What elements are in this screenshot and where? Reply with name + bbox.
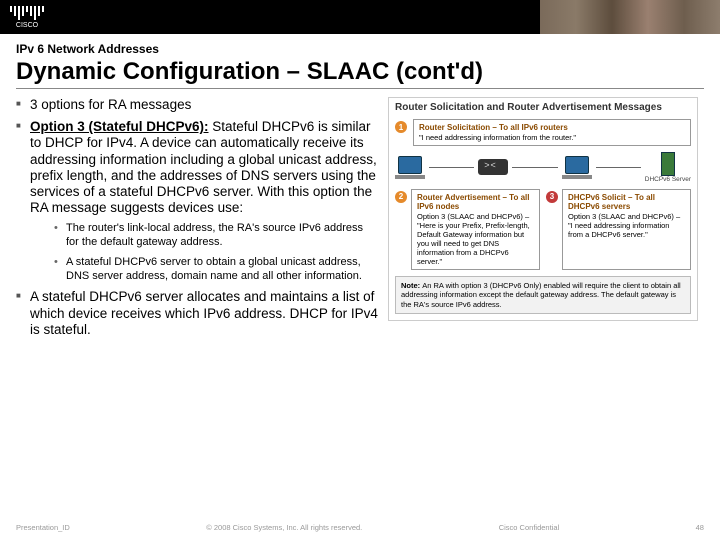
page-title: Dynamic Configuration – SLAAC (cont'd) [16, 58, 704, 86]
cisco-logo: CISCO [10, 6, 44, 29]
server-label: DHCPv6 Server [645, 176, 691, 183]
bullet-2: Option 3 (Stateful DHCPv6): Stateful DHC… [16, 119, 378, 283]
footer-confidential: Cisco Confidential [499, 523, 559, 532]
footer-center: © 2008 Cisco Systems, Inc. All rights re… [206, 523, 362, 532]
pc-icon [395, 156, 425, 179]
step-3-body: Option 3 (SLAAC and DHCPv6) – "I need ad… [568, 212, 685, 239]
diagram-title: Router Solicitation and Router Advertise… [395, 102, 691, 113]
step-3-badge: 3 [546, 191, 558, 203]
diagram-note: Note: An RA with option 3 (DHCPv6 Only) … [395, 276, 691, 314]
topology: DHCPv6 Server [395, 152, 691, 183]
sub-bullet-2: A stateful DHCPv6 server to obtain a glo… [54, 256, 378, 284]
diagram-panel: Router Solicitation and Router Advertise… [388, 97, 698, 321]
step-1-bubble: Router Solicitation – To all IPv6 router… [413, 119, 691, 146]
sub-bullet-1: The router's link-local address, the RA'… [54, 222, 378, 250]
link-line [429, 167, 474, 168]
step-1-row: 1 Router Solicitation – To all IPv6 rout… [395, 119, 691, 146]
kicker: IPv 6 Network Addresses [16, 42, 704, 56]
left-column: 3 options for RA messages Option 3 (Stat… [16, 97, 378, 344]
title-bar: IPv 6 Network Addresses Dynamic Configur… [16, 42, 704, 89]
step-2-badge: 2 [395, 191, 407, 203]
step-1-body: "I need addressing information from the … [419, 133, 685, 142]
footer-page: 48 [696, 523, 704, 532]
bullet-2-title: Option 3 (Stateful DHCPv6): [30, 119, 209, 134]
note-text: An RA with option 3 (DHCPv6 Only) enable… [401, 281, 681, 309]
bullet-1: 3 options for RA messages [16, 97, 378, 113]
logo-text: CISCO [16, 22, 38, 29]
step-3-bubble: DHCPv6 Solicit – To all DHCPv6 servers O… [562, 189, 691, 270]
step-2-bubble: Router Advertisement – To all IPv6 nodes… [411, 189, 540, 270]
top-bar: CISCO [0, 0, 720, 34]
step-2-title: Router Advertisement – To all IPv6 nodes [417, 193, 534, 212]
bullet-3: A stateful DHCPv6 server allocates and m… [16, 289, 378, 338]
steps-2-3: 2 Router Advertisement – To all IPv6 nod… [395, 189, 691, 270]
step-1-badge: 1 [395, 121, 407, 133]
right-column: Router Solicitation and Router Advertise… [388, 97, 698, 344]
link-line [596, 167, 641, 168]
footer: Presentation_ID © 2008 Cisco Systems, In… [16, 523, 704, 532]
step-1-title: Router Solicitation – To all IPv6 router… [419, 123, 685, 133]
router-icon [478, 159, 508, 175]
step-3-title: DHCPv6 Solicit – To all DHCPv6 servers [568, 193, 685, 212]
footer-left: Presentation_ID [16, 523, 70, 532]
header-photo-strip [540, 0, 720, 34]
server-icon: DHCPv6 Server [645, 152, 691, 183]
step-2-body: Option 3 (SLAAC and DHCPv6) – "Here is y… [417, 212, 534, 266]
slide-content: IPv 6 Network Addresses Dynamic Configur… [0, 34, 720, 344]
link-line [512, 167, 557, 168]
logo-bars-icon [10, 6, 44, 20]
pc2-icon [562, 156, 592, 179]
